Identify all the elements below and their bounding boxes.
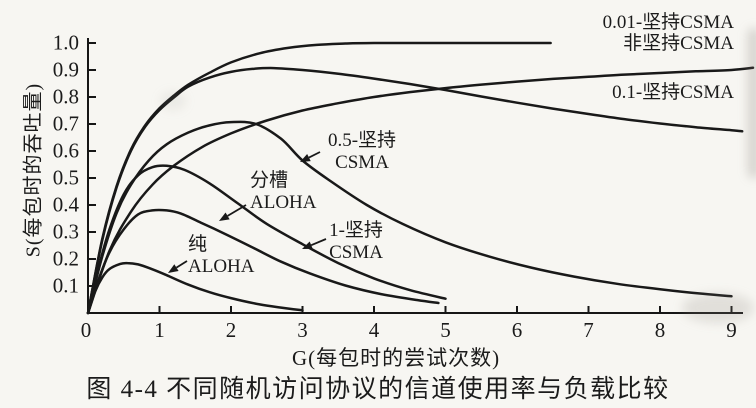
- label-1-persistent-csma-arrowhead: [302, 241, 313, 249]
- label-1-persistent-csma-arrow: [310, 238, 327, 246]
- y-tick-label: 0.7: [52, 111, 79, 136]
- y-tick-label: 0.9: [52, 57, 79, 82]
- curve-point1-persistent-csma: [86, 66, 744, 315]
- x-tick-label: 8: [654, 318, 666, 342]
- y-tick-label: 0.2: [52, 246, 79, 271]
- label-05-persistent-csma-arrow: [308, 151, 321, 159]
- label-slotted-aloha-arrowhead: [219, 212, 230, 221]
- label-1-persistent-csma: 1-坚持 CSMA: [329, 220, 383, 263]
- y-tick-label: 0.5: [52, 165, 79, 190]
- x-tick-label: 4: [368, 318, 380, 342]
- label-pure-aloha-arrowhead: [168, 264, 179, 273]
- x-tick-label: 2: [225, 318, 237, 342]
- y-tick-label: 1.0: [52, 30, 79, 55]
- y-tick-label: 0.6: [52, 138, 79, 163]
- label-05-persistent-csma-arrowhead: [300, 153, 311, 162]
- x-tick-label: 5: [440, 318, 451, 342]
- label-nonpersistent-csma: 非坚持CSMA: [623, 33, 734, 54]
- label-01-persistent-csma: 0.1-坚持CSMA: [612, 82, 734, 103]
- y-tick-label: 0.1: [52, 273, 79, 298]
- x-axis-title: G(每包时的尝试次数): [292, 346, 501, 370]
- x-tick-label: 1: [154, 318, 165, 342]
- y-tick-label: 0.3: [52, 219, 79, 244]
- y-tick-label: 0.4: [52, 192, 79, 217]
- label-001-persistent-csma: 0.01-坚持CSMA: [602, 12, 734, 33]
- x-tick-label: 9: [726, 318, 737, 342]
- figure-caption: 图 4-4 不同随机访问协议的信道使用率与负载比较: [86, 376, 670, 403]
- label-05-persistent-csma: 0.5-坚持 CSMA: [327, 130, 397, 173]
- y-axis-title: S(每包时的吞吐量): [22, 82, 45, 258]
- x-tick-label: 3: [297, 318, 308, 342]
- x-tick-label: 7: [583, 318, 594, 342]
- curve-point01-persistent-csma: [86, 41, 552, 315]
- curve-slotted-aloha: [86, 208, 440, 315]
- curve-nonpersistent-csma: [86, 66, 755, 315]
- label-slotted-aloha-arrow: [227, 204, 247, 217]
- label-pure-aloha-arrow: [175, 260, 188, 269]
- label-slotted-aloha: 分槽 ALOHA: [250, 170, 317, 213]
- x-tick-label: 6: [511, 318, 523, 342]
- x-tick-label: 0: [80, 318, 92, 342]
- y-tick-label: 0.8: [52, 84, 79, 109]
- label-pure-aloha: 纯 ALOHA: [188, 234, 255, 277]
- axes: [87, 38, 743, 314]
- curve-pure-aloha: [86, 261, 304, 315]
